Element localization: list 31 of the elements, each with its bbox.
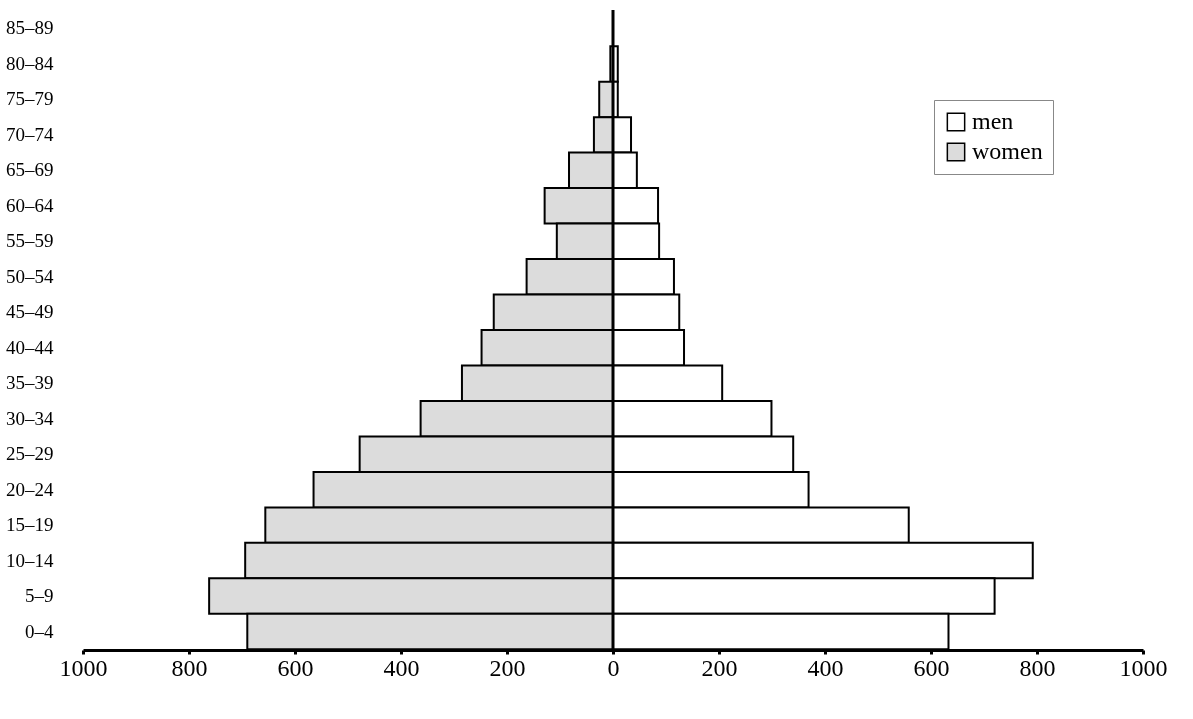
y-tick-label: 20–24 [6,478,54,500]
y-tick-label: 70–74 [6,123,54,145]
x-tick-label: 400 [383,654,420,681]
y-tick-label: 25–29 [6,443,54,465]
legend-label: men [972,108,1014,134]
y-tick-label: 60–64 [6,194,54,216]
y-tick-label: 50–54 [6,265,54,287]
y-tick-label: 75–79 [6,88,54,110]
y-tick-label: 45–49 [6,301,54,323]
y-tick-label: 80–84 [6,52,54,74]
y-tick-label: 40–44 [6,336,54,358]
y-tick-label: 85–89 [6,17,54,39]
y-tick-label: 30–34 [6,407,54,429]
x-tick-label: 200 [489,654,526,681]
y-tick-label: 10–14 [6,549,54,571]
y-tick-label: 15–19 [6,514,54,536]
x-tick-label: 600 [913,654,950,681]
x-tick-label: 1000 [59,654,108,681]
y-tick-label: 55–59 [6,230,54,252]
x-tick-label: 0 [607,654,620,681]
x-tick-label: 800 [1019,654,1056,681]
y-tick-label: 0–4 [25,620,54,642]
y-tick-label: 5–9 [25,585,54,607]
x-tick-label: 600 [277,654,314,681]
y-tick-label: 35–39 [6,372,54,394]
legend-label: women [972,138,1043,164]
y-tick-label: 65–69 [6,159,54,181]
x-tick-label: 800 [171,654,208,681]
x-tick-label: 1000 [1119,654,1168,681]
x-tick-label: 200 [701,654,738,681]
x-tick-label: 400 [807,654,844,681]
